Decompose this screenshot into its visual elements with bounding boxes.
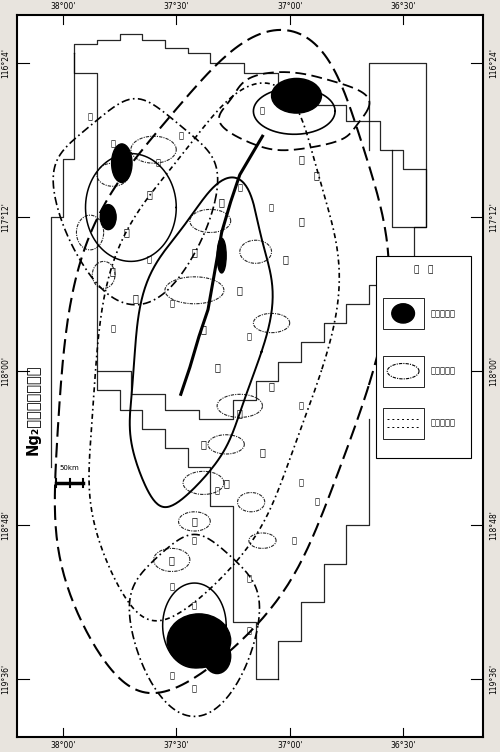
Text: 119°36': 119°36' [490, 664, 498, 694]
Text: 盐: 盐 [237, 285, 242, 296]
Text: 国: 国 [260, 447, 266, 457]
Text: 图: 图 [314, 498, 320, 507]
Text: 图   例: 图 例 [414, 265, 434, 274]
Text: 许: 许 [110, 266, 116, 276]
Text: 118°00': 118°00' [2, 356, 11, 387]
Text: 羊: 羊 [124, 228, 130, 238]
Text: 37°30': 37°30' [164, 741, 189, 750]
Text: 米: 米 [192, 684, 197, 693]
Text: 116°24': 116°24' [490, 48, 498, 78]
Text: 38°00': 38°00' [50, 2, 76, 11]
Text: 田: 田 [292, 536, 296, 545]
Text: 田: 田 [192, 536, 197, 545]
Text: 威: 威 [246, 575, 252, 584]
Ellipse shape [204, 639, 231, 674]
Text: 郑: 郑 [238, 183, 242, 193]
Ellipse shape [100, 205, 116, 229]
Text: 基: 基 [223, 478, 229, 488]
Text: 米: 米 [214, 362, 220, 372]
Text: 37°00': 37°00' [277, 2, 302, 11]
Text: 新: 新 [246, 332, 252, 341]
Bar [382, 298, 424, 329]
Text: 郑: 郑 [269, 203, 274, 212]
Text: 米: 米 [246, 626, 252, 635]
Text: 36°30': 36°30' [390, 2, 416, 11]
Text: 米: 米 [169, 671, 174, 680]
Text: 116°24': 116°24' [2, 48, 11, 78]
Text: 米: 米 [110, 139, 115, 148]
Text: 前: 前 [169, 555, 174, 565]
Text: 林: 林 [178, 132, 184, 141]
Ellipse shape [112, 144, 132, 183]
Text: 新: 新 [200, 324, 206, 334]
Text: 官: 官 [298, 216, 304, 226]
Text: 米: 米 [282, 254, 288, 265]
Text: 米: 米 [260, 107, 265, 116]
Ellipse shape [392, 304, 414, 323]
Text: 花: 花 [237, 408, 242, 419]
Bar [382, 356, 424, 387]
Text: 117°12': 117°12' [2, 202, 11, 232]
Text: 米: 米 [192, 247, 198, 256]
Text: 祥: 祥 [156, 159, 160, 168]
Text: 37°00': 37°00' [277, 741, 302, 750]
Text: 新: 新 [88, 113, 92, 121]
Text: 武: 武 [192, 602, 197, 611]
Text: 米: 米 [192, 517, 198, 526]
Text: 米: 米 [214, 486, 220, 495]
Text: 高温热存型: 高温热存型 [430, 309, 456, 318]
Text: 前: 前 [169, 582, 174, 591]
Text: 新: 新 [169, 299, 174, 308]
Text: 36°30': 36°30' [390, 741, 416, 750]
Bar [376, 256, 471, 458]
Text: Ng₂地热单元划分图: Ng₂地热单元划分图 [26, 365, 41, 455]
Text: 固: 固 [218, 197, 224, 207]
Text: 37°30': 37°30' [164, 2, 189, 11]
Text: 超: 超 [298, 402, 304, 411]
Text: 司: 司 [132, 293, 138, 303]
Text: 新: 新 [110, 324, 115, 333]
Ellipse shape [167, 614, 230, 668]
Text: 118°48': 118°48' [2, 511, 11, 540]
Text: 赵: 赵 [298, 478, 304, 487]
Text: 118°48': 118°48' [490, 511, 498, 540]
Text: 广: 广 [314, 170, 320, 180]
Text: 中温热存型: 中温热存型 [430, 367, 456, 376]
Bar [382, 408, 424, 438]
Text: 图: 图 [268, 381, 274, 392]
Text: 司: 司 [146, 189, 152, 199]
Text: 117°12': 117°12' [490, 202, 498, 232]
Ellipse shape [217, 238, 226, 273]
Text: 固: 固 [298, 154, 304, 165]
Ellipse shape [272, 78, 322, 113]
Text: 新: 新 [146, 255, 152, 264]
Text: 50km: 50km [60, 465, 80, 472]
Text: 低温热存型: 低温热存型 [430, 419, 456, 428]
Text: 王: 王 [200, 439, 206, 450]
Text: 前: 前 [224, 632, 228, 641]
Text: 118°00': 118°00' [490, 356, 498, 387]
Text: 38°00': 38°00' [50, 741, 76, 750]
Text: 119°36': 119°36' [2, 664, 11, 694]
Text: 前: 前 [201, 652, 206, 661]
